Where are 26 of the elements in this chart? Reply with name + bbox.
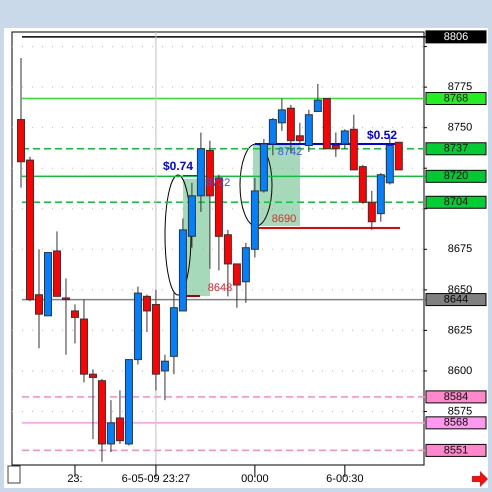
annotation: $0.74 — [162, 159, 194, 174]
y-tick-label: 8625 — [448, 324, 472, 336]
ref-line-label: 8720 — [444, 170, 468, 182]
y-tick-label: 8575 — [448, 405, 472, 418]
x-tick-label: 6-05-09 23:27 — [122, 472, 190, 485]
ref-line-label: 8644 — [444, 293, 468, 306]
y-tick-label: 8750 — [448, 122, 472, 134]
candlestick — [70, 304, 79, 344]
candlestick — [62, 278, 70, 356]
x-tick-label: 00:00 — [241, 472, 269, 485]
ref-line-label: 8806 — [444, 30, 468, 43]
ref-line-label: 8584 — [444, 390, 468, 403]
ref-line-label: 8704 — [444, 196, 468, 208]
ref-line-label: 8568 — [444, 416, 468, 429]
ref-line-label: 8737 — [444, 142, 468, 155]
ref-line-label: 8551 — [444, 444, 468, 456]
annotation: 8690 — [272, 212, 296, 225]
x-tick-label: 6-00:30 — [326, 472, 364, 485]
annotation: 8722 — [206, 176, 230, 189]
y-tick-label: 8775 — [448, 81, 472, 94]
y-tick-label: 8600 — [448, 364, 472, 377]
x-tick-label: 23: — [67, 472, 83, 485]
y-tick-label: 8675 — [448, 243, 472, 256]
ref-line-label: 8768 — [444, 92, 468, 104]
annotation: $0.52 — [366, 128, 398, 142]
y-tick-label: 8650 — [448, 284, 472, 296]
